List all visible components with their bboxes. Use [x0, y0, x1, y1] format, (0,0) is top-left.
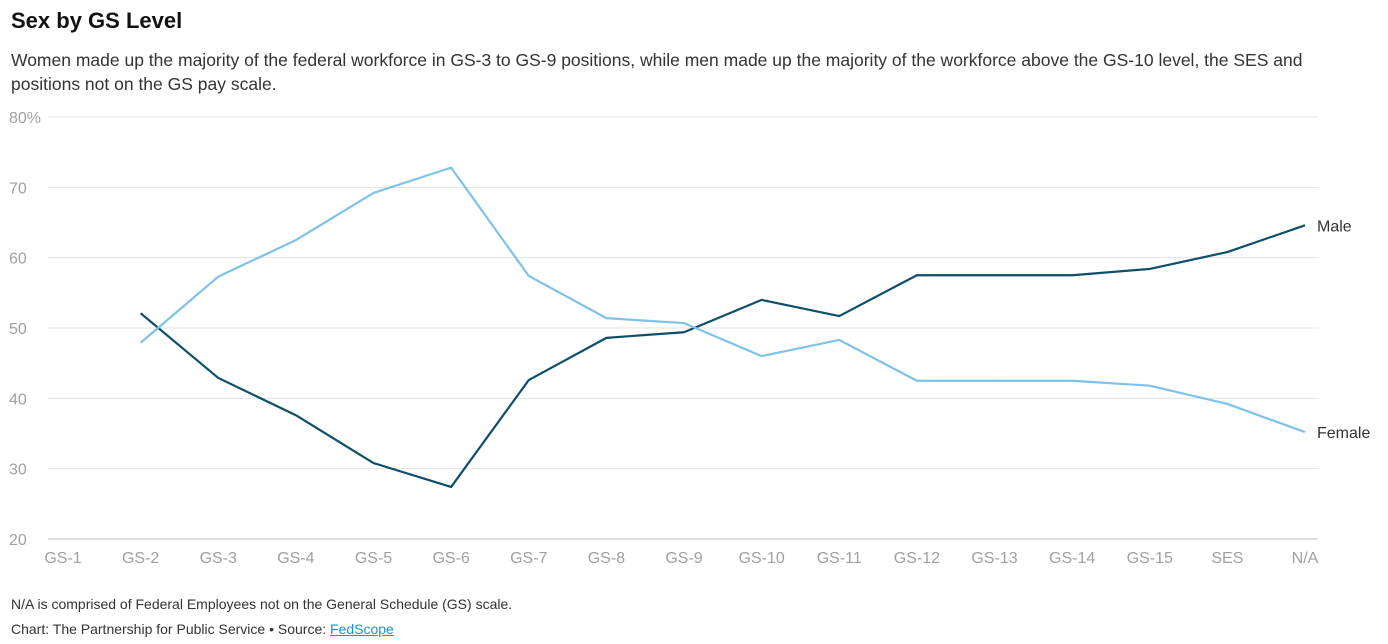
y-tick-label: 80%	[9, 110, 41, 127]
x-tick-label: GS-13	[971, 550, 1017, 567]
chart-title: Sex by GS Level	[11, 8, 183, 33]
x-tick-label: GS-14	[1049, 550, 1095, 567]
line-chart: 20 30 40 50 60 70 80% GS-1 GS-2 GS-3 GS-4 GS-5 GS-6 G…	[9, 110, 1370, 567]
chart-subtitle: Women made up the majority of the federa…	[11, 50, 1303, 94]
y-tick-label: 20	[9, 532, 27, 549]
x-tick-label: GS-10	[739, 550, 785, 567]
credit-line: Chart: The Partnership for Public Servic…	[11, 621, 394, 637]
x-tick-label: GS-5	[355, 550, 392, 567]
y-tick-label: 70	[9, 180, 27, 197]
x-tick-label: GS-11	[817, 550, 862, 567]
x-tick-label: GS-1	[44, 550, 81, 567]
series-line-male	[139, 224, 1306, 489]
x-tick-label: GS-15	[1127, 550, 1173, 567]
x-tick-label: GS-7	[510, 550, 547, 567]
series-line-female	[139, 166, 1306, 434]
x-tick-label: GS-12	[894, 550, 940, 567]
y-tick-label: 30	[9, 462, 27, 479]
x-tick-label: GS-9	[665, 550, 702, 567]
credit-text: Chart: The Partnership for Public Servic…	[11, 621, 331, 637]
footnote: N/A is comprised of Federal Employees no…	[11, 596, 513, 612]
source-link[interactable]: FedScope	[330, 621, 394, 637]
y-tick-label: 60	[9, 251, 27, 268]
x-tick-label: GS-4	[277, 550, 314, 567]
series-label-female: Female	[1317, 425, 1370, 442]
x-tick-label: GS-2	[122, 550, 159, 567]
series-label-male: Male	[1317, 218, 1352, 235]
x-tick-label: GS-6	[432, 550, 469, 567]
x-tick-label: GS-3	[200, 550, 237, 567]
x-tick-label: SES	[1211, 550, 1243, 567]
x-tick-label: N/A	[1292, 550, 1319, 567]
y-tick-label: 40	[9, 391, 27, 408]
y-tick-label: 50	[9, 321, 27, 338]
x-tick-label: GS-8	[588, 550, 625, 567]
